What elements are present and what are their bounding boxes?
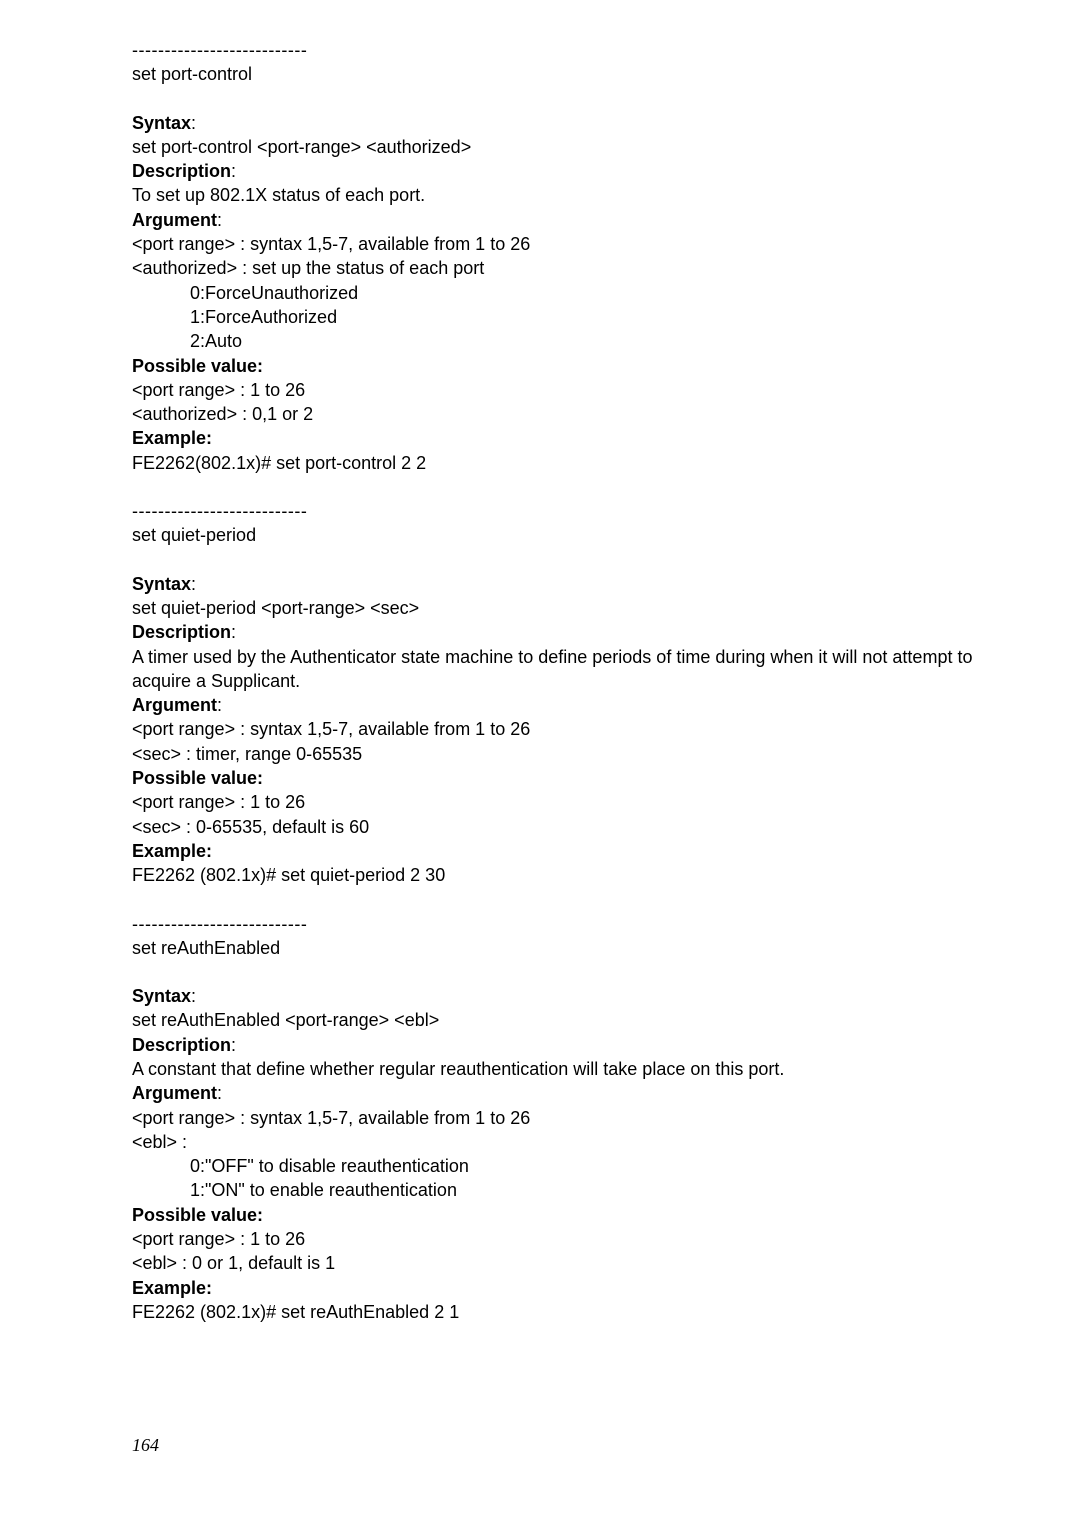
blank-line xyxy=(132,475,980,499)
text-line: <port range> : syntax 1,5-7, available f… xyxy=(132,232,980,256)
indented-text-line: 1:"ON" to enable reauthentication xyxy=(132,1178,980,1202)
field-label: Syntax xyxy=(132,574,191,594)
blank-line xyxy=(132,960,980,984)
separator-line: --------------------------- xyxy=(132,499,980,523)
field-label-line: Syntax: xyxy=(132,572,980,596)
indented-text-line: 2:Auto xyxy=(132,329,980,353)
field-label-line: Example: xyxy=(132,1276,980,1300)
field-label-line: Example: xyxy=(132,426,980,450)
text-line: To set up 802.1X status of each port. xyxy=(132,183,980,207)
field-label: Description xyxy=(132,161,231,181)
field-label-line: Syntax: xyxy=(132,984,980,1008)
field-label: Possible value: xyxy=(132,1205,263,1225)
field-label-line: Argument: xyxy=(132,1081,980,1105)
field-label: Argument xyxy=(132,1083,217,1103)
colon: : xyxy=(231,1035,236,1055)
indented-text-line: 1:ForceAuthorized xyxy=(132,305,980,329)
blank-line xyxy=(132,87,980,111)
field-label: Possible value: xyxy=(132,768,263,788)
field-label: Example: xyxy=(132,428,212,448)
text-line: <port range> : syntax 1,5-7, available f… xyxy=(132,717,980,741)
field-label: Argument xyxy=(132,210,217,230)
indented-text-line: 0:ForceUnauthorized xyxy=(132,281,980,305)
text-line: FE2262 (802.1x)# set reAuthEnabled 2 1 xyxy=(132,1300,980,1324)
text-line: <ebl> : xyxy=(132,1130,980,1154)
field-label-line: Description: xyxy=(132,159,980,183)
section-title: set reAuthEnabled xyxy=(132,936,980,960)
colon: : xyxy=(217,695,222,715)
field-label-line: Example: xyxy=(132,839,980,863)
text-line: <sec> : timer, range 0-65535 xyxy=(132,742,980,766)
text-line: <port range> : 1 to 26 xyxy=(132,378,980,402)
text-line: set reAuthEnabled <port-range> <ebl> xyxy=(132,1008,980,1032)
section-title: set quiet-period xyxy=(132,523,980,547)
field-label: Example: xyxy=(132,1278,212,1298)
field-label: Possible value: xyxy=(132,356,263,376)
field-label-line: Possible value: xyxy=(132,766,980,790)
colon: : xyxy=(191,574,196,594)
text-line: <authorized> : set up the status of each… xyxy=(132,256,980,280)
colon: : xyxy=(217,1083,222,1103)
separator-line: --------------------------- xyxy=(132,912,980,936)
text-line: <authorized> : 0,1 or 2 xyxy=(132,402,980,426)
colon: : xyxy=(231,161,236,181)
field-label-line: Description: xyxy=(132,620,980,644)
page-number: 164 xyxy=(132,1435,159,1456)
text-line: <port range> : 1 to 26 xyxy=(132,790,980,814)
colon: : xyxy=(217,210,222,230)
field-label-line: Possible value: xyxy=(132,354,980,378)
text-line: set quiet-period <port-range> <sec> xyxy=(132,596,980,620)
text-line: <ebl> : 0 or 1, default is 1 xyxy=(132,1251,980,1275)
text-line: A timer used by the Authenticator state … xyxy=(132,645,980,694)
colon: : xyxy=(231,622,236,642)
text-line: FE2262 (802.1x)# set quiet-period 2 30 xyxy=(132,863,980,887)
text-line: <port range> : syntax 1,5-7, available f… xyxy=(132,1106,980,1130)
document-content: ---------------------------set port-cont… xyxy=(132,38,980,1324)
document-page: ---------------------------set port-cont… xyxy=(0,0,1080,1528)
section-title: set port-control xyxy=(132,62,980,86)
field-label-line: Description: xyxy=(132,1033,980,1057)
field-label-line: Syntax: xyxy=(132,111,980,135)
field-label: Description xyxy=(132,1035,231,1055)
text-line: <port range> : 1 to 26 xyxy=(132,1227,980,1251)
field-label: Argument xyxy=(132,695,217,715)
blank-line xyxy=(132,548,980,572)
field-label-line: Possible value: xyxy=(132,1203,980,1227)
text-line: set port-control <port-range> <authorize… xyxy=(132,135,980,159)
text-line: <sec> : 0-65535, default is 60 xyxy=(132,815,980,839)
field-label: Example: xyxy=(132,841,212,861)
colon: : xyxy=(191,113,196,133)
field-label-line: Argument: xyxy=(132,693,980,717)
text-line: A constant that define whether regular r… xyxy=(132,1057,980,1081)
field-label: Syntax xyxy=(132,113,191,133)
indented-text-line: 0:"OFF" to disable reauthentication xyxy=(132,1154,980,1178)
text-line: FE2262(802.1x)# set port-control 2 2 xyxy=(132,451,980,475)
blank-line xyxy=(132,888,980,912)
separator-line: --------------------------- xyxy=(132,38,980,62)
field-label: Description xyxy=(132,622,231,642)
colon: : xyxy=(191,986,196,1006)
field-label: Syntax xyxy=(132,986,191,1006)
field-label-line: Argument: xyxy=(132,208,980,232)
